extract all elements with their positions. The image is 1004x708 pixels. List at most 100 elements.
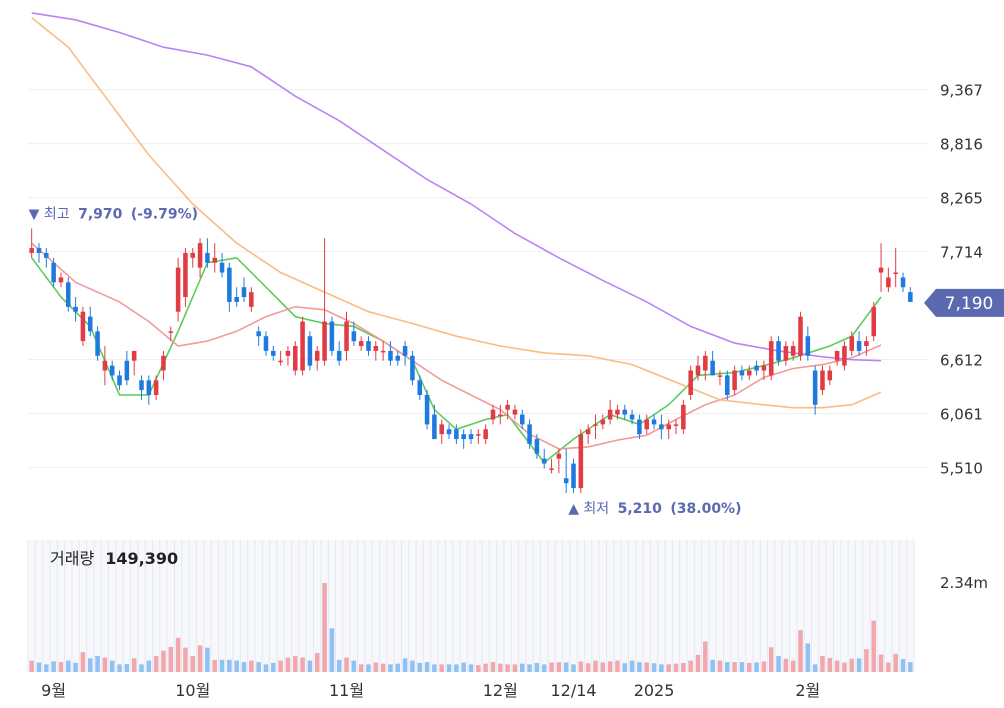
volume-bar [117,664,122,672]
candle-body [175,267,181,312]
volume-bar [300,657,305,672]
candle-body [783,346,789,361]
candle-body [732,370,737,391]
volume-bar [95,656,100,672]
volume-bar [512,664,518,672]
volume-bar [439,664,444,672]
candle-body [271,350,276,356]
candle-body [673,424,679,426]
candle-body [593,424,598,426]
candle-body [87,316,93,332]
price-tick-label: 6,612 [940,352,983,370]
candle-body [131,350,137,361]
volume-bar [219,659,225,672]
high-marker-pct: (-9.79%) [131,206,198,222]
candle-body [124,360,130,381]
candle-body [651,419,657,425]
candle-body [754,365,759,371]
volume-bar [776,656,781,672]
candle-body [710,360,715,376]
candle-body [805,336,811,356]
volume-bar [578,661,584,672]
volume-bar [790,660,796,672]
volume-bar [585,663,591,672]
candle-body [278,360,283,363]
candle-body [102,360,108,371]
volume-panel-background [27,540,915,672]
volume-bar [373,662,379,672]
volume-bar [109,660,115,672]
volume-bar [651,663,657,672]
volume-bar [446,664,452,672]
volume-bar [424,662,430,672]
volume-bar [798,630,803,672]
current-price-label: 7,190 [945,294,994,314]
candle-body [219,262,225,273]
candlesticks[interactable] [29,228,913,493]
candle-body [585,429,591,435]
candle-body [834,350,840,361]
volume-bar [893,653,898,672]
volume-bar [271,662,276,672]
candle-body [205,252,210,263]
volume-bar [468,664,474,672]
candle-body [659,424,664,430]
candle-body [300,321,305,371]
volume-bar [834,660,840,672]
candle-body [615,409,620,415]
candle-body [461,434,466,440]
candle-body [717,375,723,377]
volume-bar [783,658,789,672]
volume-bar [102,657,108,672]
candle-body [607,409,613,420]
price-tick-label: 6,061 [940,406,983,424]
volume-bar [666,664,671,672]
candle-body [336,350,342,361]
candle-body [314,350,320,361]
candle-body [351,331,357,342]
volume-bar [278,660,283,672]
candle-body [80,311,86,342]
candle-body [117,375,122,386]
volume-panel-fill [28,540,914,672]
volume-bar [732,662,737,672]
candle-body [703,355,708,371]
candle-body [329,321,335,351]
candle-body [871,306,876,337]
candle-body [629,414,635,420]
volume-bar [820,656,825,672]
low-marker-pct: (38.00%) [670,501,741,517]
volume-bar [197,645,203,672]
candle-body [395,355,401,361]
volume-bar [227,659,232,672]
volume-bar [51,661,56,672]
candle-body [227,267,232,302]
volume-bar [476,665,481,672]
high-marker: ▼ 최고 7,970 (-9.79%) [29,206,198,222]
volume-bar [66,660,71,672]
volume-bar [754,662,759,672]
volume-bar [183,647,188,672]
candle-body [798,316,803,356]
volume-bar [812,664,818,672]
candle-body [505,404,510,410]
candle-body [285,350,291,356]
volume-bar [490,662,496,672]
volume-bar [908,662,913,672]
volume-bar [87,658,93,672]
volume-label-value: 149,390 [105,549,178,568]
candle-body [878,267,884,273]
volume-bar [556,662,562,672]
volume-bar [351,660,357,672]
volume-bar [344,657,349,672]
volume-bar [864,649,869,672]
volume-label-title: 거래량 [50,549,94,568]
volume-bar [234,660,239,672]
candle-body [446,429,452,435]
volume-bar [856,658,862,672]
volume-bar [534,662,540,672]
volume-bar [805,643,811,672]
volume-bar [681,662,686,672]
